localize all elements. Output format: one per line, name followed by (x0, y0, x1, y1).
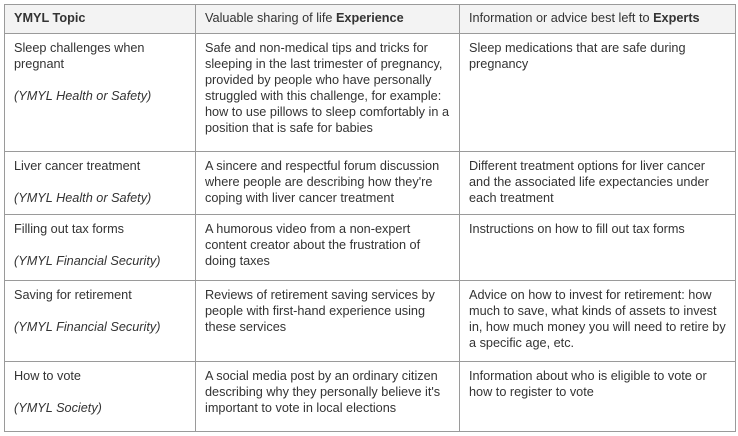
topic-name: Liver cancer treatment (14, 159, 141, 174)
experts-cell: Advice on how to invest for retirement: … (459, 279, 736, 362)
header-experience: Valuable sharing of life Experience (195, 4, 460, 34)
table-row: Liver cancer treatment (YMYL Health or Sa… (4, 151, 736, 216)
header-experience-prefix: Valuable sharing of life (205, 11, 336, 25)
experts-cell: Different treatment options for liver ca… (459, 151, 736, 216)
header-experts: Information or advice best left to Exper… (459, 4, 736, 34)
topic-name: Filling out tax forms (14, 222, 124, 237)
experience-cell: Reviews of retirement saving services by… (195, 279, 460, 362)
header-topic: YMYL Topic (4, 4, 196, 34)
experience-cell: A sincere and respectful forum discussio… (195, 151, 460, 216)
topic-cell: Saving for retirement (YMYL Financial Sec… (4, 279, 196, 362)
topic-cell: Sleep challenges when pregnant (YMYL Heal… (4, 32, 196, 153)
topic-cell: How to vote (YMYL Society) (4, 360, 196, 433)
header-topic-label: YMYL Topic (14, 11, 86, 25)
topic-name: Sleep challenges when pregnant (14, 41, 145, 71)
topic-name: How to vote (14, 368, 81, 383)
experience-cell: A social media post by an ordinary citiz… (195, 360, 460, 433)
header-row: YMYL Topic Valuable sharing of life Expe… (4, 4, 736, 34)
topic-cell: Filling out tax forms (YMYL Financial Sec… (4, 214, 196, 281)
experts-cell: Sleep medications that are safe during p… (459, 32, 736, 153)
header-experts-bold: Experts (653, 11, 700, 25)
experts-cell: Information about who is eligible to vot… (459, 360, 736, 433)
topic-category: (YMYL Financial Security) (14, 254, 161, 269)
table-row: Sleep challenges when pregnant (YMYL Heal… (4, 32, 736, 153)
experts-cell: Instructions on how to fill out tax form… (459, 214, 736, 281)
experience-cell: Safe and non-medical tips and tricks for… (195, 32, 460, 153)
ymyl-table: YMYL Topic Valuable sharing of life Expe… (4, 4, 736, 433)
topic-name: Saving for retirement (14, 287, 132, 302)
header-experience-bold: Experience (335, 11, 404, 25)
table-row: Saving for retirement (YMYL Financial Sec… (4, 279, 736, 362)
experience-cell: A humorous video from a non-expert conte… (195, 214, 460, 281)
topic-category: (YMYL Financial Security) (14, 319, 161, 334)
table-row: Filling out tax forms (YMYL Financial Sec… (4, 214, 736, 281)
topic-category: (YMYL Health or Safety) (14, 191, 152, 206)
table-row: How to vote (YMYL Society) A social media… (4, 360, 736, 433)
topic-cell: Liver cancer treatment (YMYL Health or Sa… (4, 151, 196, 216)
topic-category: (YMYL Health or Safety) (14, 89, 152, 103)
header-experts-prefix: Information or advice best left to (469, 11, 654, 25)
topic-category: (YMYL Society) (14, 400, 102, 415)
